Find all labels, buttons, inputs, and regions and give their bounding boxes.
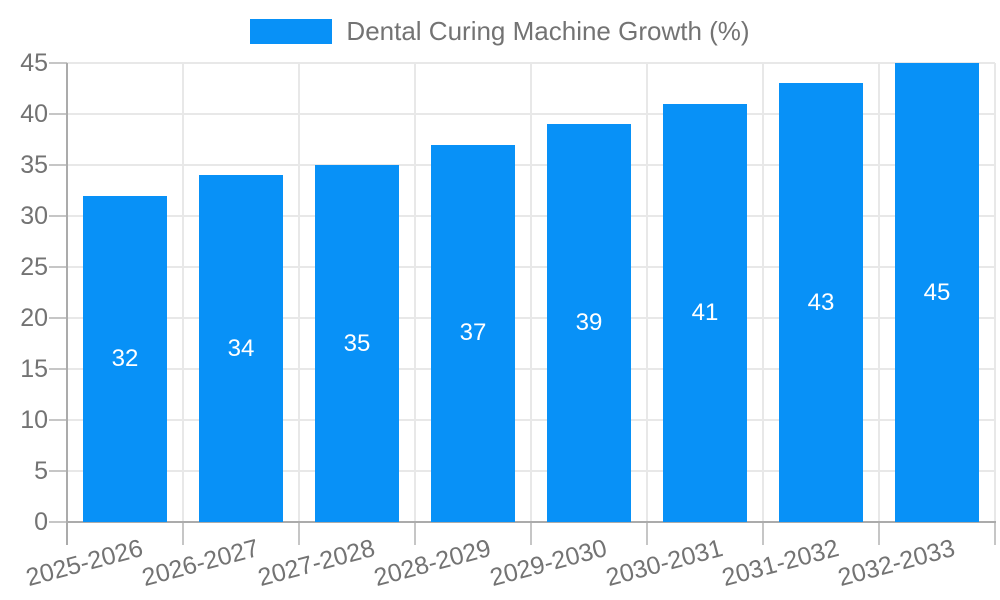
bar-value-label: 43 — [807, 288, 835, 316]
bar[interactable] — [547, 124, 631, 522]
y-axis-label: 35 — [20, 151, 48, 179]
bar-value-label: 32 — [111, 344, 139, 372]
bar[interactable] — [431, 144, 515, 522]
y-axis-label: 25 — [20, 253, 48, 281]
x-gridline — [646, 63, 648, 522]
y-axis-tick — [49, 164, 67, 166]
bar[interactable] — [663, 103, 747, 522]
x-gridline — [762, 63, 764, 522]
y-axis-tick — [49, 419, 67, 421]
x-gridline — [298, 63, 300, 522]
bar-value-label: 45 — [923, 278, 951, 306]
y-axis-label: 40 — [20, 100, 48, 128]
x-axis-tick — [530, 522, 532, 545]
x-axis-tick — [646, 522, 648, 545]
y-axis-tick — [49, 317, 67, 319]
x-axis-line — [66, 521, 996, 523]
x-axis-label: 2025-2026 — [23, 534, 147, 592]
x-gridline — [530, 63, 532, 522]
legend[interactable]: Dental Curing Machine Growth (%) — [0, 14, 1000, 48]
y-axis-label: 30 — [20, 202, 48, 230]
bar[interactable] — [895, 63, 979, 522]
y-axis-tick — [49, 113, 67, 115]
x-axis-tick — [994, 522, 996, 545]
x-axis-tick — [414, 522, 416, 545]
y-axis-label: 20 — [20, 304, 48, 332]
y-axis-tick — [49, 215, 67, 217]
x-gridline — [994, 63, 996, 522]
y-axis-tick — [49, 266, 67, 268]
x-axis-tick — [66, 522, 68, 545]
x-gridline — [182, 63, 184, 522]
legend-swatch[interactable] — [250, 18, 333, 44]
y-axis-label: 0 — [34, 508, 48, 536]
x-axis-tick — [878, 522, 880, 545]
legend-label: Dental Curing Machine Growth (%) — [346, 16, 750, 46]
y-axis-tick — [49, 521, 67, 523]
y-axis-label: 15 — [20, 355, 48, 383]
x-axis-tick — [182, 522, 184, 545]
bar-value-label: 37 — [459, 319, 487, 347]
bar[interactable] — [779, 83, 863, 522]
bar-value-label: 35 — [343, 329, 371, 357]
x-axis-label: 2030-2031 — [603, 534, 727, 592]
y-axis-label: 10 — [20, 406, 48, 434]
y-axis-label: 5 — [34, 457, 48, 485]
x-axis-label: 2032-2033 — [835, 534, 959, 592]
y-axis-label: 45 — [20, 49, 48, 77]
x-axis-label: 2027-2028 — [255, 534, 379, 592]
bar-value-label: 41 — [691, 298, 719, 326]
x-axis-label: 2031-2032 — [719, 534, 843, 592]
bar[interactable] — [315, 165, 399, 522]
y-axis-tick — [49, 470, 67, 472]
y-axis-tick — [49, 368, 67, 370]
y-axis-tick — [49, 62, 67, 64]
bar-value-label: 39 — [575, 309, 603, 337]
x-axis-label: 2028-2029 — [371, 534, 495, 592]
x-gridline — [878, 63, 880, 522]
bar-value-label: 34 — [227, 334, 255, 362]
x-axis-label: 2026-2027 — [139, 534, 263, 592]
bar[interactable] — [199, 175, 283, 522]
x-gridline — [414, 63, 416, 522]
bar[interactable] — [83, 195, 167, 522]
x-axis-tick — [762, 522, 764, 545]
x-axis-label: 2029-2030 — [487, 534, 611, 592]
x-axis-tick — [298, 522, 300, 545]
y-axis-line — [66, 63, 68, 522]
